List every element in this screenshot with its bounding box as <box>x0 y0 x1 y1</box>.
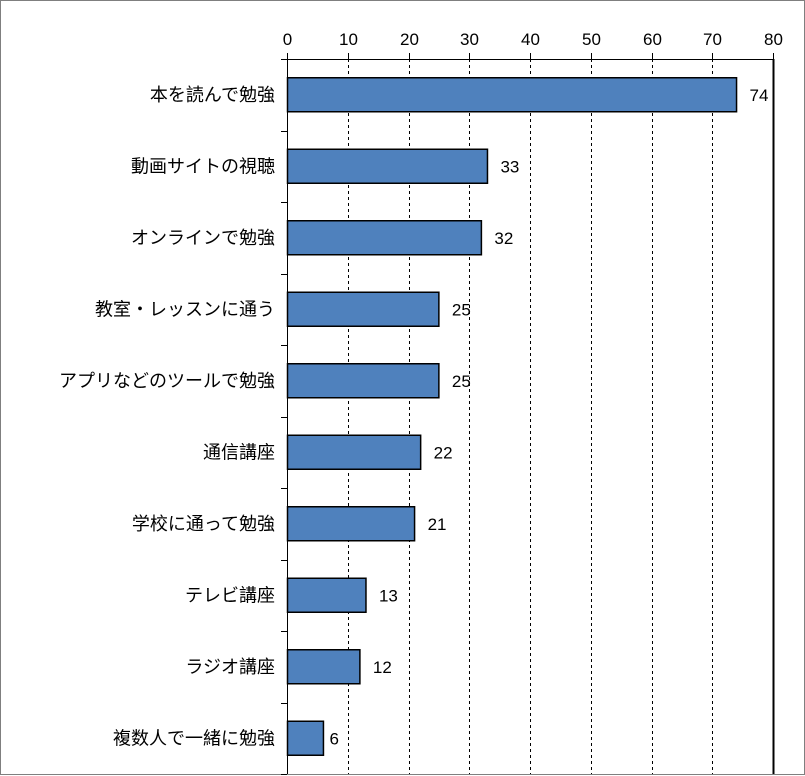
category-label: オンラインで勉強 <box>131 228 275 249</box>
x-tick-label: 0 <box>283 30 292 49</box>
x-tick-label: 50 <box>582 30 601 49</box>
data-label: 6 <box>329 729 338 748</box>
bar <box>286 720 325 756</box>
x-tick-label: 30 <box>460 30 479 49</box>
data-label: 25 <box>452 300 471 319</box>
category-label: テレビ講座 <box>185 585 275 606</box>
category-label: ラジオ講座 <box>185 657 275 678</box>
data-label: 74 <box>750 86 769 105</box>
data-label: 32 <box>494 229 513 248</box>
data-label: 33 <box>500 157 519 176</box>
x-tick-label: 60 <box>643 30 662 49</box>
x-tick-label: 40 <box>521 30 540 49</box>
category-label: 教室・レッスンに通う <box>95 299 275 320</box>
data-label: 22 <box>434 443 453 462</box>
bar <box>286 577 367 613</box>
x-tick-label: 80 <box>764 30 783 49</box>
category-label: 複数人で一緒に勉強 <box>113 728 275 749</box>
data-label: 21 <box>428 515 447 534</box>
bar <box>286 291 440 327</box>
data-label: 12 <box>373 658 392 677</box>
x-tick-label: 70 <box>703 30 722 49</box>
category-label: 通信講座 <box>203 442 275 463</box>
bar <box>286 77 738 113</box>
bar <box>286 649 361 685</box>
data-label: 13 <box>379 586 398 605</box>
category-label: 本を読んで勉強 <box>150 85 275 106</box>
bar <box>286 506 416 542</box>
bar <box>286 220 483 256</box>
bar <box>286 363 440 399</box>
data-label: 25 <box>452 372 471 391</box>
bar <box>286 434 422 470</box>
x-tick-label: 10 <box>339 30 358 49</box>
bar <box>286 148 489 184</box>
category-label: アプリなどのツールで勉強 <box>59 371 275 392</box>
x-tick-label: 20 <box>400 30 419 49</box>
category-label: 学校に通って勉強 <box>132 514 275 535</box>
category-label: 動画サイトの視聴 <box>131 156 275 177</box>
bars <box>286 77 738 756</box>
labels: 本を読んで勉強 74 動画サイトの視聴 33 オンラインで勉強 32 教室・レッスンに通う 2… <box>59 85 768 750</box>
